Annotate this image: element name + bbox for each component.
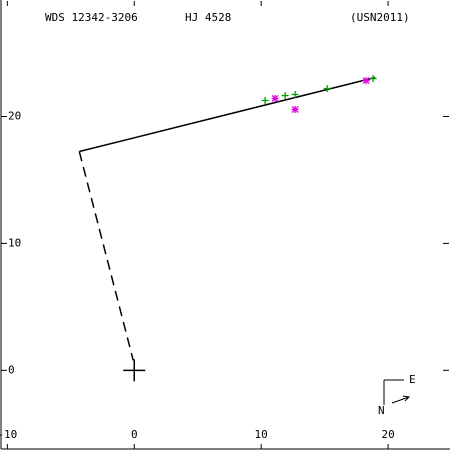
compass-n: N (378, 404, 385, 417)
observation-point (323, 85, 331, 93)
x-tick-label: 20 (381, 428, 394, 441)
header-wds: WDS 12342-3206 (45, 11, 138, 24)
compass-e: E (409, 373, 416, 386)
x-tick-label: 10 (255, 428, 268, 441)
x-tick-label: -10 (0, 428, 17, 441)
orbit-line (79, 76, 376, 153)
y-tick-label: 10 (8, 236, 21, 249)
y-tick-label: 0 (8, 363, 15, 376)
compass: E N (378, 373, 416, 417)
header-ref: (USN2011) (350, 11, 410, 24)
node-line (78, 151, 134, 361)
motion-arrow (391, 396, 410, 404)
observation-point (369, 75, 377, 83)
motion-arrowhead (402, 395, 411, 402)
observation-point (281, 92, 289, 100)
observation-point (291, 106, 299, 114)
y-tick-label: 20 (8, 109, 21, 122)
observation-point (362, 77, 370, 85)
observation-point (271, 94, 279, 102)
observation-point (261, 96, 269, 104)
x-tick-label: 0 (131, 428, 138, 441)
header-name: HJ 4528 (185, 11, 231, 24)
observation-point (291, 91, 299, 99)
